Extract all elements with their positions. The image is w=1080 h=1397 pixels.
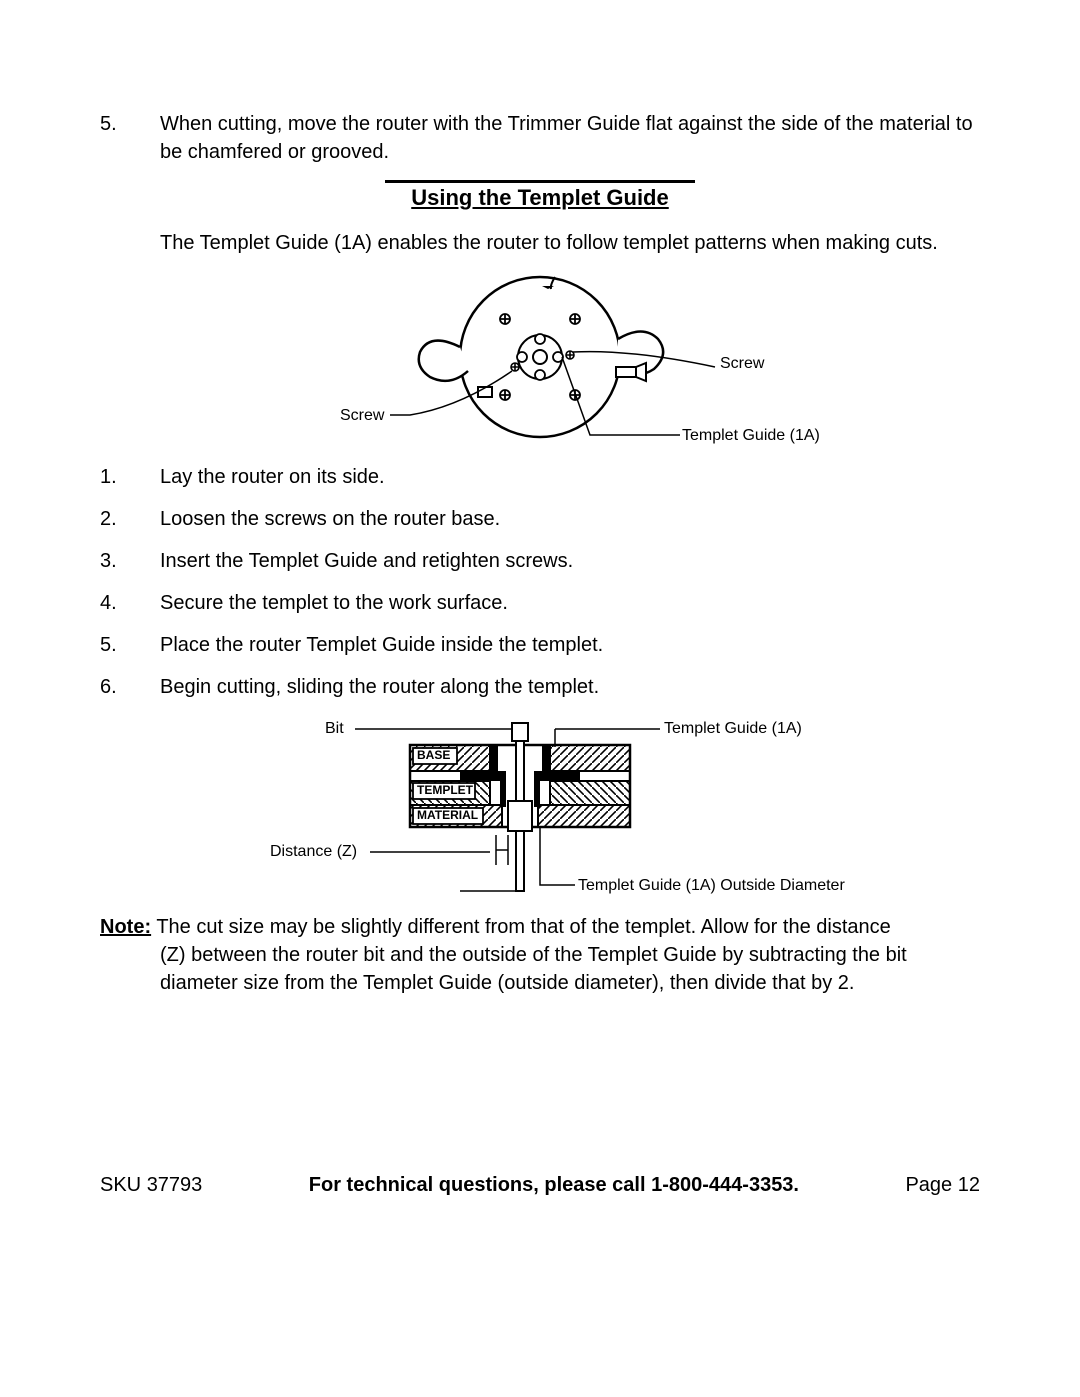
note-first-line: The cut size may be slightly different f…	[156, 916, 890, 938]
section-title: Using the Templet Guide	[385, 180, 695, 211]
step-1: 1. Lay the router on its side.	[100, 463, 980, 491]
step-number: 3.	[100, 547, 160, 575]
step-text: Secure the templet to the work surface.	[160, 589, 980, 617]
step-text: Loosen the screws on the router base.	[160, 505, 980, 533]
label-material: MATERIAL	[417, 808, 478, 822]
step-text: Begin cutting, sliding the router along …	[160, 673, 980, 701]
step-text: When cutting, move the router with the T…	[160, 110, 980, 166]
step-2: 2. Loosen the screws on the router base.	[100, 505, 980, 533]
page-label: Page	[905, 1174, 952, 1196]
step-number: 5.	[100, 631, 160, 659]
label-templet-guide-2: Templet Guide (1A)	[664, 720, 802, 738]
step-number: 4.	[100, 589, 160, 617]
label-templet-guide: Templet Guide (1A)	[682, 427, 820, 445]
sku-value: 37793	[147, 1174, 203, 1196]
label-templet: TEMPLET	[417, 783, 473, 797]
label-screw-right: Screw	[720, 355, 764, 373]
footer-sku: SKU 37793	[100, 1174, 202, 1197]
step-text: Place the router Templet Guide inside th…	[160, 631, 980, 659]
footer-page: Page 12	[905, 1174, 980, 1197]
step-3: 3. Insert the Templet Guide and retighte…	[100, 547, 980, 575]
page-number: 12	[958, 1174, 980, 1196]
top-step-5: 5. When cutting, move the router with th…	[100, 110, 980, 166]
note-body: (Z) between the router bit and the outsi…	[160, 941, 980, 997]
step-number: 1.	[100, 463, 160, 491]
note-paragraph: Note: The cut size may be slightly diffe…	[100, 913, 980, 997]
footer-phone: For technical questions, please call 1-8…	[309, 1174, 799, 1197]
label-screw-left: Screw	[340, 407, 384, 425]
note-label: Note:	[100, 916, 151, 938]
step-6: 6. Begin cutting, sliding the router alo…	[100, 673, 980, 701]
diagram-router-top-view: Screw Templet Guide (1A) Screw	[160, 267, 980, 457]
step-text: Lay the router on its side.	[160, 463, 980, 491]
step-5: 5. Place the router Templet Guide inside…	[100, 631, 980, 659]
diagram-cross-section: Bit Templet Guide (1A) Distance (Z) Temp…	[160, 715, 980, 907]
step-number: 5.	[100, 110, 160, 166]
router-top-svg	[160, 267, 980, 457]
sku-label: SKU	[100, 1174, 141, 1196]
step-number: 2.	[100, 505, 160, 533]
step-4: 4. Secure the templet to the work surfac…	[100, 589, 980, 617]
label-outside-diameter: Templet Guide (1A) Outside Diameter	[578, 877, 845, 895]
label-distance-z: Distance (Z)	[270, 843, 357, 861]
label-base: BASE	[417, 748, 450, 762]
step-number: 6.	[100, 673, 160, 701]
page-footer: SKU 37793 For technical questions, pleas…	[100, 1174, 980, 1197]
step-text: Insert the Templet Guide and retighten s…	[160, 547, 980, 575]
cross-section-svg	[160, 715, 980, 907]
section-intro: The Templet Guide (1A) enables the route…	[160, 229, 980, 257]
manual-page: 5. When cutting, move the router with th…	[0, 0, 1080, 1397]
label-bit: Bit	[325, 720, 344, 738]
